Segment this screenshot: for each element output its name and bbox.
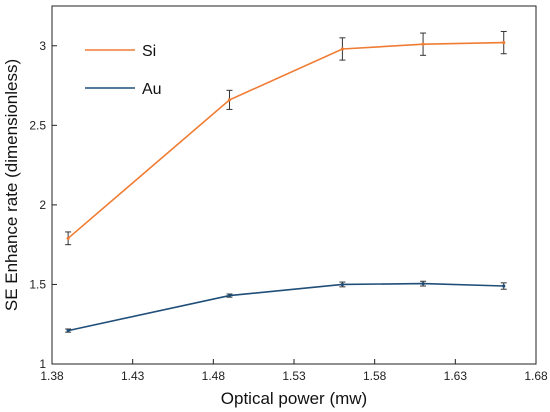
axis-ticks: 1.38 1.43 1.48 1.53 1.58 1.63 1.68 1 1.5 2 2.5 3 [29,39,548,383]
x-tick-label: 1.48 [202,369,226,383]
x-tick-label: 1.68 [524,369,548,383]
x-tick-label: 1.58 [363,369,387,383]
series-line-au [67,282,504,332]
data-point-au [502,284,506,288]
y-tick-label: 1 [39,357,46,371]
data-point-au [340,282,344,287]
data-point-si [66,236,70,240]
y-tick-label: 2.5 [29,118,46,132]
x-tick-label: 1.43 [121,369,145,383]
data-point-si [340,47,344,51]
y-tick-label: 2 [39,198,46,212]
y-tick-label: 1.5 [29,277,46,291]
data-point-si [227,98,232,102]
legend: Si Au [85,43,162,98]
x-axis-title: Optical power (mw) [221,389,367,408]
x-tick-label: 1.53 [282,369,306,383]
x-tick-label: 1.38 [40,369,64,383]
legend-label-au: Au [142,81,162,98]
data-point-au [66,328,70,333]
data-point-si [502,40,506,45]
data-point-au [227,293,232,298]
y-axis-title: SE Enhance rate (dimensionless) [2,59,21,311]
series-layer [65,30,507,333]
series-line-si [67,41,504,239]
legend-label-si: Si [142,43,156,60]
x-tick-label: 1.63 [444,369,468,383]
plot-frame [51,5,537,365]
data-point-si [421,42,425,46]
y-tick-label: 3 [39,39,46,53]
data-point-au [421,282,425,286]
